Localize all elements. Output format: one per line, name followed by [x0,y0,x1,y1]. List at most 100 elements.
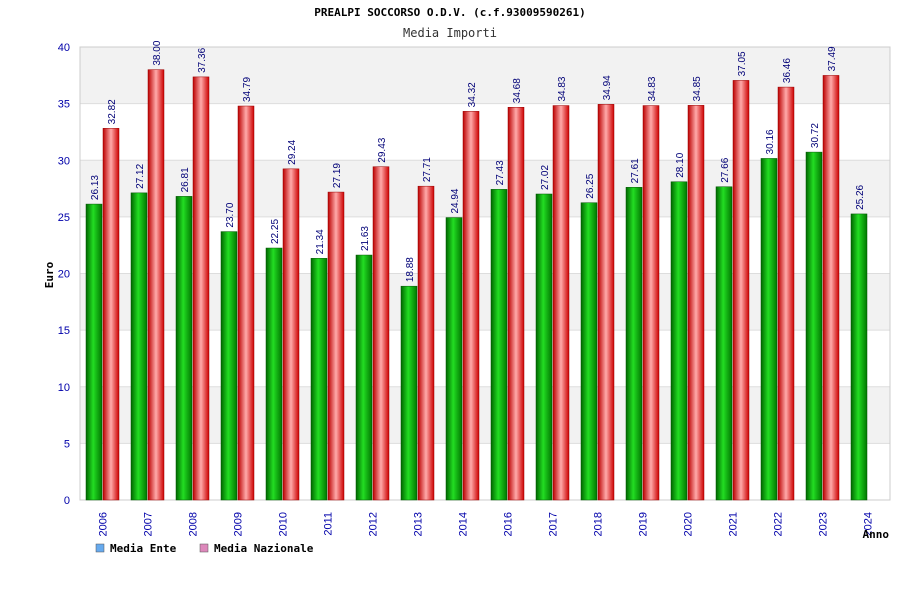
data-label: 22.25 [270,219,281,244]
data-label: 34.94 [602,75,613,100]
bar-media-nazionale [282,168,300,501]
x-tick-label: 2008 [188,512,200,536]
grid-band [80,160,890,217]
data-label: 26.25 [585,173,596,198]
grid-band [80,386,890,444]
y-tick-label: 0 [64,495,70,507]
bar-media-ente [130,192,148,501]
data-label: 34.85 [692,76,703,101]
data-label: 28.10 [675,152,686,177]
y-tick-label: 25 [58,212,70,224]
bar-media-nazionale [147,69,165,501]
bar-media-ente [805,151,823,501]
bar-media-ente [490,189,508,501]
x-tick-label: 2013 [413,512,425,536]
data-label: 23.70 [225,202,236,227]
data-label: 27.19 [332,163,343,188]
grid-band [80,216,890,274]
legend: Media Ente Media Nazionale [95,542,314,555]
x-tick-label: 2009 [233,512,245,536]
data-label: 34.68 [512,78,523,103]
bar-media-nazionale [372,166,390,501]
grid-band [80,273,890,331]
x-tick-label: 2024 [863,512,875,536]
bar-media-ente [625,187,643,501]
data-label: 30.72 [810,123,821,148]
bar-media-ente [220,231,238,501]
bar-media-nazionale [327,191,345,501]
bar-media-ente [175,196,193,501]
legend-label: Media Ente [110,542,177,555]
y-tick-label: 20 [58,269,70,281]
bar-media-nazionale [687,105,705,501]
data-label: 27.61 [630,158,641,183]
data-label: 37.36 [197,47,208,72]
bar-media-ente [850,213,868,501]
data-label: 37.49 [827,46,838,71]
bar-media-ente [535,193,553,501]
legend-label: Media Nazionale [214,542,314,555]
bar-media-ente [310,258,328,501]
x-axis-label: Anno [863,528,890,541]
x-tick-label: 2021 [728,512,740,536]
bar-media-nazionale [552,105,570,501]
data-label: 27.66 [720,157,731,182]
x-tick-label: 2023 [818,512,830,536]
data-label: 18.88 [405,257,416,282]
bar-media-nazionale [417,185,435,501]
bar-media-ente [265,247,283,501]
bar-media-ente [445,217,463,501]
data-label: 26.13 [90,175,101,200]
bar-media-ente [400,285,418,501]
data-label: 24.94 [450,188,461,213]
x-tick-label: 2010 [278,512,290,536]
bar-media-nazionale [822,75,840,501]
data-label: 36.46 [782,58,793,83]
data-label: 21.34 [315,229,326,254]
data-label: 27.02 [540,165,551,190]
chart-title: PREALPI SOCCORSO O.D.V. (c.f.93009590261… [314,6,586,19]
bar-media-nazionale [642,105,660,501]
data-label: 26.81 [180,167,191,192]
data-label: 25.26 [855,184,866,209]
data-label: 34.79 [242,77,253,102]
x-tick-label: 2019 [638,512,650,536]
data-label: 37.05 [737,51,748,76]
bar-media-nazionale [192,76,210,501]
legend-swatch [95,543,105,553]
legend-swatch [199,543,209,553]
y-tick-label: 40 [58,42,70,54]
y-tick-label: 15 [58,325,70,337]
data-label: 27.12 [135,163,146,188]
x-tick-label: 2011 [323,512,335,536]
data-label: 32.82 [107,99,118,124]
x-tick-label: 2007 [143,512,155,536]
data-label: 29.24 [287,139,298,164]
grid-band [80,443,890,500]
bar-media-ente [670,181,688,501]
bar-media-nazionale [597,104,615,501]
data-label: 27.71 [422,157,433,182]
grid-band [80,330,890,387]
bar-media-nazionale [507,106,525,501]
x-tick-label: 2017 [548,512,560,536]
data-label: 38.00 [152,40,163,65]
bar-media-ente [715,186,733,501]
bar-media-nazionale [777,86,795,501]
bar-media-ente [85,203,103,501]
bar-media-nazionale [237,105,255,501]
data-label: 29.43 [377,137,388,162]
data-label: 34.83 [647,76,658,101]
x-tick-label: 2006 [98,512,110,536]
y-axis-label: Euro [43,261,56,288]
plot-area: 0 5 10 15 20 25 30 35 40 26.13 32.82 2006 27.12 38.00… [58,40,891,536]
data-label: 21.63 [360,226,371,251]
data-label: 27.43 [495,160,506,185]
bar-media-nazionale [462,111,480,501]
data-label: 34.83 [557,76,568,101]
y-tick-label: 10 [58,382,70,394]
x-tick-label: 2018 [593,512,605,536]
bar-media-ente [760,158,778,501]
y-tick-label: 35 [58,99,70,111]
